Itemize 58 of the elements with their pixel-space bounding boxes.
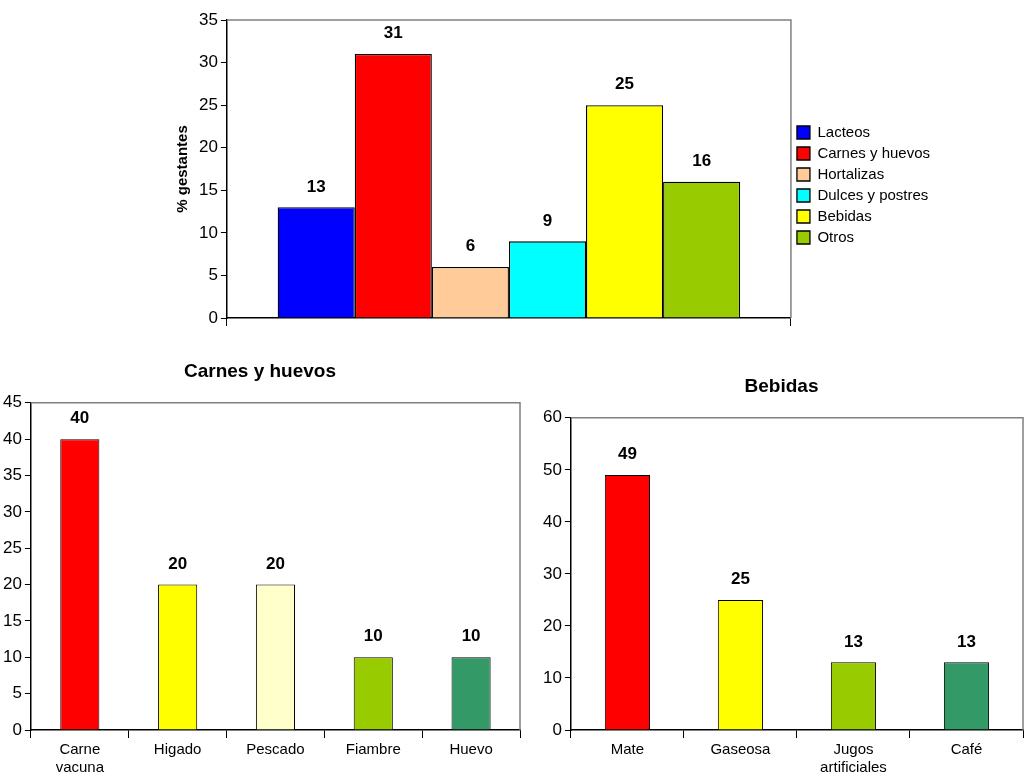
data-label: 31 [383,23,403,43]
y-tick-label: 45 [2,392,22,412]
y-tick-label: 50 [542,459,562,479]
y-tick-label: 35 [198,9,218,29]
y-tick-label: 10 [542,667,562,687]
y-tick-label: 0 [552,719,562,739]
y-tick-label: 0 [12,719,22,739]
legend-label: Carnes y huevos [817,143,930,161]
data-label: 20 [265,553,285,573]
y-tick-label: 25 [198,94,218,114]
y-tick-label: 25 [2,537,22,557]
y-tick-label: 60 [542,407,562,427]
chart-title: Carnes y huevos [183,359,337,381]
y-tick-label: 10 [198,222,218,242]
data-label: 25 [615,74,635,94]
y-tick-label: 5 [208,265,218,285]
x-tick-label: Carne vacuna [55,740,105,776]
x-tick-label: Gaseosa [710,740,772,758]
data-label: 40 [70,408,90,428]
data-label: 16 [692,150,712,170]
legend-label: Bebidas [817,206,872,224]
y-tick-label: 20 [2,574,22,594]
y-tick-label: 10 [2,646,22,666]
data-label: 6 [465,236,476,256]
y-tick-label: 30 [2,501,22,521]
data-label: 20 [168,553,188,573]
data-label: 13 [306,176,326,196]
y-axis-title: % gestantes [173,125,191,213]
chart-title: Bebidas [744,374,819,396]
y-tick-label: 35 [2,465,22,485]
y-tick-label: 40 [542,511,562,531]
data-label: 49 [617,444,637,464]
x-tick-label: Mate [610,740,645,758]
legend-label: Lacteos [817,122,870,140]
y-tick-label: 15 [198,179,218,199]
y-tick-label: 20 [542,615,562,635]
legend-label: Hortalizas [817,164,885,182]
data-label: 10 [363,626,383,646]
data-label: 9 [542,210,553,230]
data-label: 25 [730,569,750,589]
y-tick-label: 30 [542,563,562,583]
x-tick-label: Café [950,740,983,758]
y-tick-label: 20 [198,137,218,157]
x-tick-label: Huevo [449,740,493,758]
x-tick-label: Jugos artificiales [820,740,887,776]
data-label: 10 [461,626,481,646]
x-tick-label: Fiambre [345,740,401,758]
x-tick-label: Pescado [246,740,305,758]
x-tick-label: Higado [153,740,202,758]
y-tick-label: 0 [208,307,218,327]
legend-label: Otros [817,227,855,245]
data-label: 13 [957,631,976,651]
y-tick-label: 15 [2,610,22,630]
y-tick-label: 5 [12,683,22,703]
data-label: 13 [844,631,863,651]
y-tick-label: 30 [198,52,218,72]
y-tick-label: 40 [2,428,22,448]
legend-label: Dulces y postres [817,185,929,203]
